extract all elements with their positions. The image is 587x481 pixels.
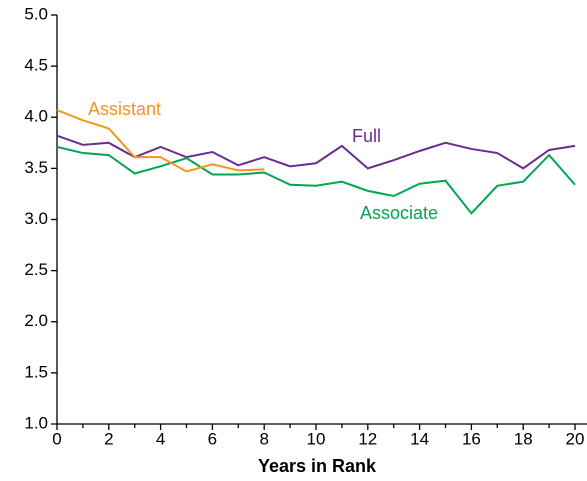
series-label: Assistant bbox=[88, 99, 161, 119]
x-tick-label: 14 bbox=[410, 429, 429, 448]
x-tick-label: 8 bbox=[259, 429, 268, 448]
x-tick-label: 20 bbox=[566, 429, 585, 448]
x-tick-label: 2 bbox=[104, 429, 113, 448]
line-series bbox=[56, 145, 576, 215]
x-tick-label: 12 bbox=[358, 429, 377, 448]
y-tick-label: 1.5 bbox=[24, 362, 48, 381]
series-label: Full bbox=[352, 126, 381, 146]
y-tick-label: 4.0 bbox=[24, 107, 48, 126]
line-series bbox=[56, 109, 265, 173]
y-tick-label: 3.0 bbox=[24, 209, 48, 228]
y-tick-label: 2.0 bbox=[24, 311, 48, 330]
x-tick-label: 6 bbox=[208, 429, 217, 448]
x-axis-label: Years in Rank bbox=[258, 456, 377, 476]
line-series bbox=[56, 134, 576, 170]
y-tick-label: 2.5 bbox=[24, 260, 48, 279]
series-label: Associate bbox=[360, 203, 438, 223]
x-tick-label: 10 bbox=[307, 429, 326, 448]
y-tick-label: 1.0 bbox=[24, 413, 48, 432]
y-tick-label: 5.0 bbox=[24, 4, 48, 23]
x-tick-label: 18 bbox=[514, 429, 533, 448]
x-tick-label: 4 bbox=[156, 429, 165, 448]
x-tick-label: 16 bbox=[462, 429, 481, 448]
x-tick-label: 0 bbox=[52, 429, 61, 448]
y-tick-label: 4.5 bbox=[24, 56, 48, 75]
y-tick-label: 3.5 bbox=[24, 158, 48, 177]
